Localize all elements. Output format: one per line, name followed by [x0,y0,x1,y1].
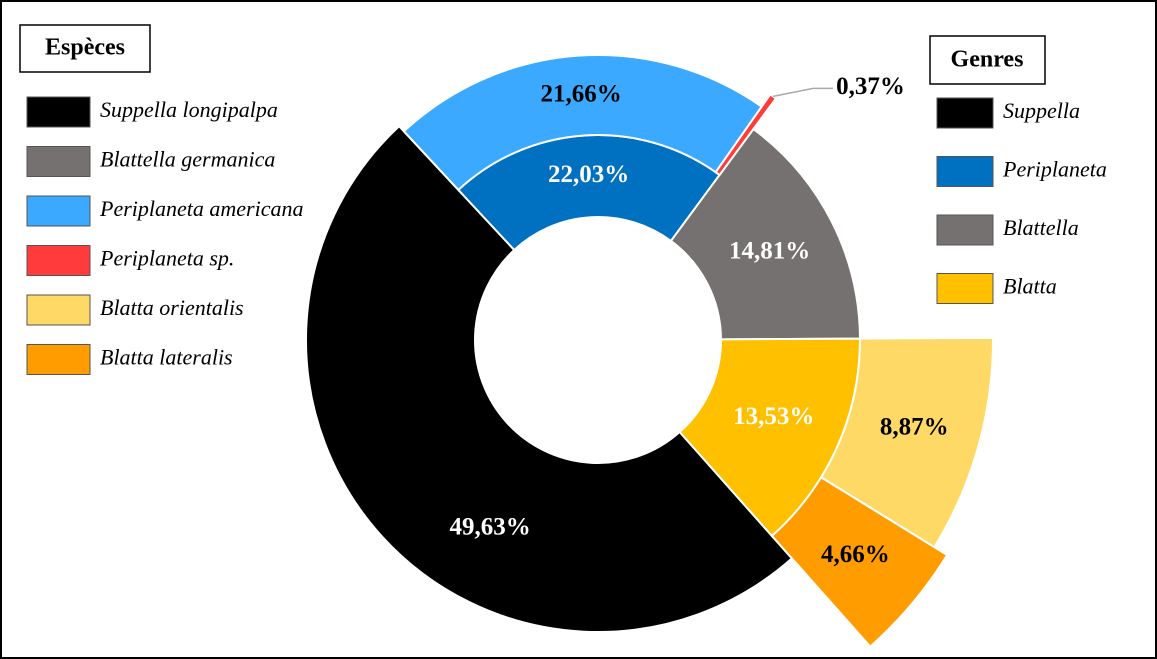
labels: 49,63% 22,03% 14,81% 13,53% 21,66% 0,37% 8,87%… [450,73,949,568]
legend-title: Genres [951,47,1024,73]
legend-label: Periplaneta sp. [99,246,234,271]
genre-slice [305,124,794,633]
legend-label: Blatta [1003,274,1057,299]
genre-slice [669,127,862,341]
leader-line [772,87,834,98]
rings [305,54,994,649]
species-value-label: 4,66% [821,541,890,568]
legend-label: Blattella germanica [100,147,275,172]
legend-label: Periplaneta [1002,157,1107,182]
legend-label: Suppella longipalpa [100,97,278,122]
species-value-label: 0,37% [836,73,905,100]
legend-swatch [26,96,91,128]
legend-swatch [26,294,91,326]
legend-swatch [936,156,994,187]
legend-swatch [936,214,994,246]
legend: Suppella longipalpa Blattella germanica Pe… [26,96,1107,375]
legend-swatch [26,245,91,276]
species-slice [770,476,949,649]
genre-value-label: 14,81% [729,237,810,264]
genre-value-label: 13,53% [733,403,814,430]
legend-label: Suppella [1003,98,1080,123]
legend-swatch [26,344,91,375]
genre-value-label: 22,03% [548,161,629,188]
legend-title-box [929,35,1046,85]
genre-value-label: 49,63% [450,514,531,541]
legend-label: Blatta lateralis [100,345,233,370]
legend-label: Periplaneta americana [99,196,303,221]
legend-swatch [26,195,91,227]
legend-title-box [19,24,151,73]
legend-label: Blattella [1003,215,1079,240]
species-slice [714,92,778,177]
legend-swatch [936,273,994,304]
species-value-label: 21,66% [541,80,622,107]
legend-label: Blatta orientalis [100,295,244,320]
legend-swatch [936,97,994,129]
species-value-label: 8,87% [880,413,949,440]
legend-swatch [26,146,91,177]
legend-title: Espèces [45,35,125,61]
